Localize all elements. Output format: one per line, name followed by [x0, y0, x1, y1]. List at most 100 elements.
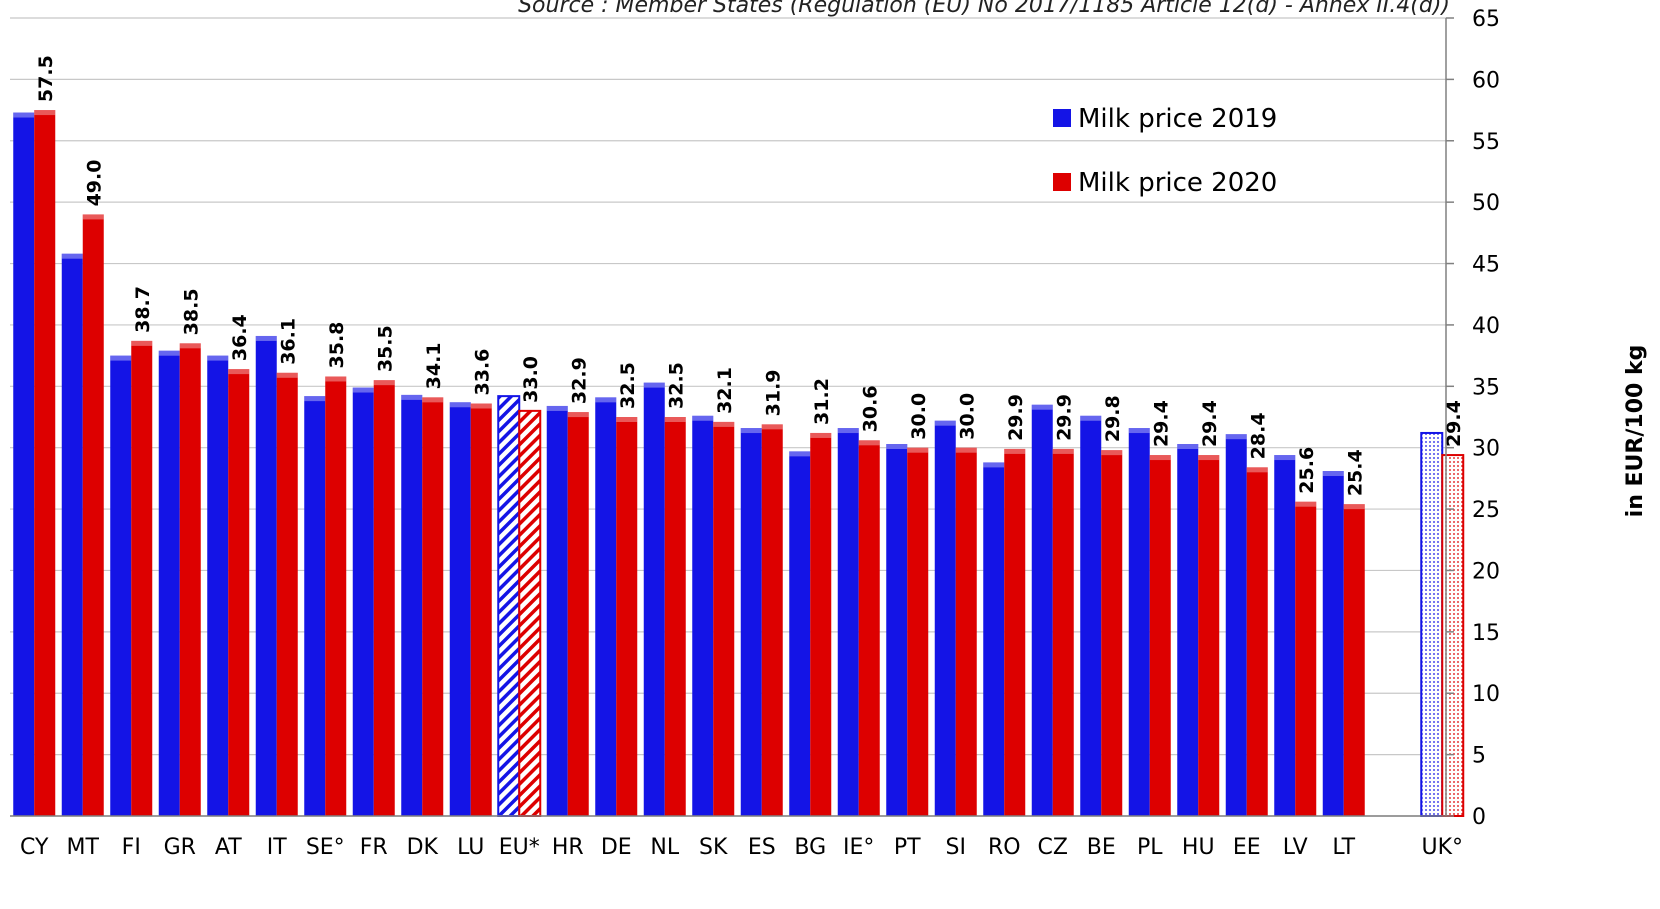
data-label: 29.4 — [1199, 400, 1221, 447]
bar-2020 — [858, 440, 880, 816]
bar-2020 — [1149, 455, 1171, 816]
bar-2019 — [449, 402, 471, 816]
bar-top-highlight — [740, 428, 762, 434]
category-label: RO — [988, 835, 1021, 860]
bar-2020 — [179, 343, 201, 816]
legend-swatch — [1053, 173, 1071, 191]
category-labels: CY MT FI GR AT IT SE° FR DK LU EU* HR DE NL SK ES BG IE° P… — [20, 835, 1463, 860]
bar-top-highlight — [110, 355, 132, 361]
category-label: LV — [1283, 835, 1308, 860]
bar-top-highlight — [1080, 415, 1102, 421]
bar-2019 — [1420, 431, 1444, 817]
category-label: GR — [164, 835, 196, 860]
bar-2020 — [82, 214, 104, 816]
bar-2019 — [61, 253, 83, 816]
bar-top-highlight — [1343, 504, 1365, 510]
category-label: PL — [1137, 835, 1163, 860]
bar-2019 — [1274, 455, 1296, 816]
data-label: 33.6 — [471, 349, 493, 396]
bar-top-highlight — [352, 387, 374, 393]
data-label: 36.4 — [229, 314, 251, 361]
category-label: AT — [215, 835, 242, 860]
bar-2020 — [373, 380, 395, 816]
y-tick-label: 40 — [1472, 314, 1500, 339]
bar-top-highlight — [61, 253, 83, 259]
bar-2019 — [1225, 434, 1247, 816]
bar-top-highlight — [713, 421, 735, 427]
data-label: 31.9 — [762, 369, 784, 416]
data-label: 25.6 — [1296, 447, 1318, 494]
category-label: ES — [748, 835, 776, 860]
bar-top-highlight — [470, 403, 492, 409]
bar-2020 — [664, 417, 686, 816]
data-label: 32.5 — [665, 362, 687, 409]
bar-2020 — [1295, 501, 1317, 816]
bar-top-highlight — [255, 335, 277, 341]
bar-top-highlight — [546, 405, 568, 411]
bar-2019 — [643, 382, 665, 816]
category-label: FR — [360, 835, 388, 860]
category-label: HR — [552, 835, 584, 860]
bar-2019 — [886, 444, 908, 816]
y-tick-label: 35 — [1472, 375, 1500, 400]
legend-swatch — [1053, 109, 1071, 127]
bar-2019 — [934, 420, 956, 816]
legend-label: Milk price 2020 — [1078, 168, 1277, 198]
category-label: UK° — [1421, 835, 1463, 860]
y-tick-label: 0 — [1472, 805, 1486, 830]
bar-2020 — [34, 110, 56, 817]
category-label: FI — [122, 835, 141, 860]
y-tick-label: 10 — [1472, 682, 1500, 707]
bar-top-highlight — [1128, 428, 1150, 434]
bar-2019 — [546, 405, 568, 816]
bar-2019 — [1080, 415, 1102, 816]
bar-top-highlight — [1225, 434, 1247, 440]
bar-2020 — [1101, 450, 1123, 816]
bar-top-highlight — [131, 340, 153, 346]
bar-2019 — [401, 394, 423, 816]
data-label: 28.4 — [1247, 412, 1269, 459]
bar-2019 — [1128, 428, 1150, 816]
bar-top-highlight — [595, 397, 617, 403]
bar-2020 — [1246, 467, 1268, 816]
bar-top-highlight — [1031, 404, 1053, 410]
bar-2019 — [692, 415, 714, 816]
bar-2020 — [518, 409, 542, 817]
bar-2020 — [131, 340, 153, 816]
bar-2020 — [422, 397, 444, 816]
bar-top-highlight — [789, 451, 811, 457]
data-label: 36.1 — [277, 318, 299, 365]
bar-2019 — [13, 112, 35, 817]
bar-top-highlight — [158, 350, 180, 356]
data-label: 34.1 — [423, 342, 445, 389]
y-tick-label: 5 — [1472, 744, 1486, 769]
bar-2020 — [228, 369, 250, 816]
y-tick-label: 30 — [1472, 437, 1500, 462]
bar-top-highlight — [373, 380, 395, 386]
category-label: LU — [457, 835, 484, 860]
bar-top-highlight — [1274, 455, 1296, 461]
bar-2019 — [110, 355, 132, 816]
bar-2019 — [1031, 404, 1053, 816]
category-label: BG — [794, 835, 826, 860]
bar-2020 — [761, 424, 783, 816]
category-label: SE° — [306, 835, 345, 860]
bar-top-highlight — [1246, 467, 1268, 473]
bar-top-highlight — [82, 214, 104, 220]
category-label: BE — [1087, 835, 1116, 860]
y-tick-label: 50 — [1472, 191, 1500, 216]
data-label: 57.5 — [35, 55, 57, 102]
bar-2020 — [810, 432, 832, 816]
category-label: CZ — [1038, 835, 1068, 860]
category-label: NL — [650, 835, 679, 860]
bar-top-highlight — [401, 394, 423, 400]
data-label: 30.0 — [956, 393, 978, 440]
y-tick-label: 55 — [1472, 130, 1500, 155]
bar-2020 — [616, 417, 638, 816]
bar-2020 — [1052, 448, 1074, 816]
data-label: 35.8 — [326, 322, 348, 369]
bar-group — [13, 110, 1465, 817]
bar-top-highlight — [934, 420, 956, 426]
bar-top-highlight — [207, 355, 229, 361]
